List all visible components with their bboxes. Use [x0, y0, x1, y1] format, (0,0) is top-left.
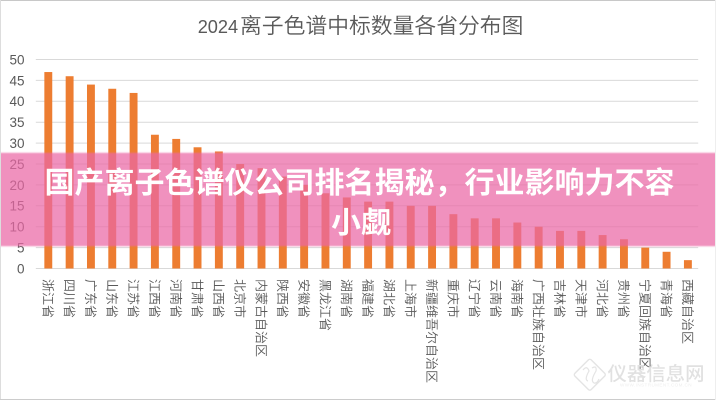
svg-text:35: 35: [9, 115, 24, 130]
svg-text:30: 30: [9, 136, 24, 151]
svg-text:50: 50: [9, 52, 24, 67]
svg-text:5: 5: [17, 241, 25, 256]
svg-text:40: 40: [9, 94, 24, 109]
svg-text:45: 45: [9, 73, 24, 88]
svg-text:WWW.INSTRUMENT.COM.CN: WWW.INSTRUMENT.COM.CN: [620, 383, 692, 388]
svg-text:2024: 2024: [198, 17, 238, 37]
svg-text:0: 0: [17, 261, 25, 276]
